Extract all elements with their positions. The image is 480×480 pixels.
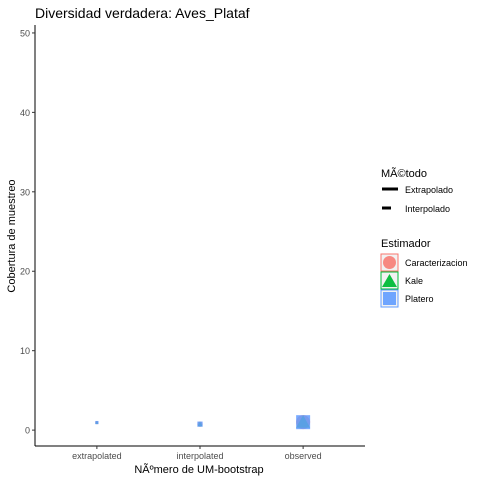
y-tick-label: 30 [20,187,30,197]
data-marks [95,415,311,430]
x-tick-label: extrapolated [72,451,122,461]
square-icon [383,292,396,305]
legend-item-interpolado: Interpolado [382,204,450,214]
y-tick-label: 10 [20,346,30,356]
legend-estimator: Estimador Caracterizacion Kale Platero [380,238,468,308]
x-tick-label: observed [285,451,322,461]
data-point-platero-extrapolated [95,420,99,425]
legend-label-extrapolado: Extrapolado [405,185,453,195]
data-point-platero-interpolated [197,421,203,427]
legend-label-caracterizacion: Caracterizacion [405,258,468,268]
y-axis: 0 10 20 30 40 50 [20,25,36,446]
data-point-platero-observed [296,415,311,430]
x-axis: extrapolated interpolated observed [35,445,365,461]
circle-icon [383,256,396,269]
triangle-icon [382,274,397,287]
legend-label-interpolado: Interpolado [405,204,450,214]
y-tick-label: 40 [20,108,30,118]
legend-item-extrapolado: Extrapolado [382,185,453,195]
legend-estimator-title: Estimador [381,238,431,250]
legend-item-platero: Platero [380,289,434,308]
x-tick-label: interpolated [176,451,223,461]
legend-item-kale: Kale [380,271,423,290]
y-tick-label: 20 [20,267,30,277]
legend-method: MÃ©todo Extrapolado Interpolado [381,167,453,214]
y-tick-label: 50 [20,28,30,38]
legend-item-caracterizacion: Caracterizacion [380,253,468,272]
x-axis-label: NÃºmero de UM-bootstrap [134,463,263,476]
legend-method-title: MÃ©todo [381,167,427,180]
legend-label-kale: Kale [405,276,423,286]
y-axis-label: Cobertura de muestreo [6,179,18,292]
chart-title: Diversidad verdadera: Aves_Plataf [35,5,250,21]
y-tick-label: 0 [25,426,30,436]
legend-label-platero: Platero [405,294,434,304]
